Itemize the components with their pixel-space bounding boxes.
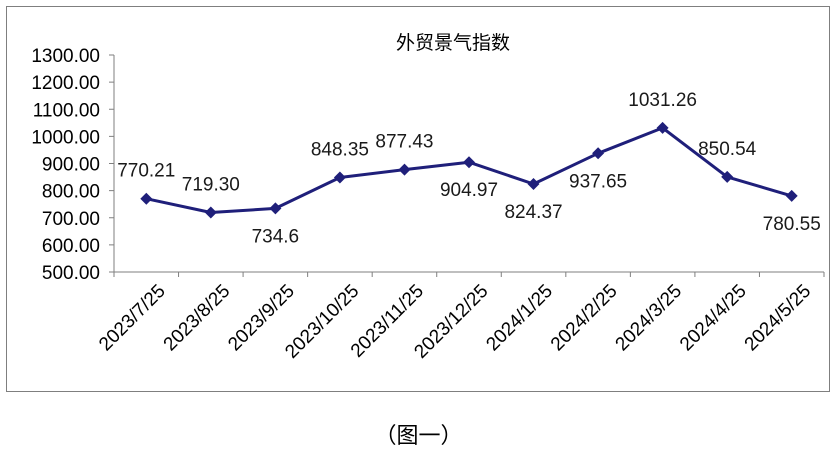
y-tick-label: 1100.00 bbox=[33, 100, 100, 121]
x-tick-label: 2024/1/25 bbox=[482, 281, 557, 356]
data-point bbox=[333, 171, 346, 184]
chart-title: 外贸景气指数 bbox=[396, 32, 510, 54]
data-point bbox=[269, 202, 282, 215]
data-point bbox=[592, 147, 605, 160]
y-tick-label: 1200.00 bbox=[31, 73, 100, 94]
data-point bbox=[527, 178, 540, 190]
x-tick-label: 2024/3/25 bbox=[612, 281, 687, 356]
line-chart: 外贸景气指数 500.00 600.00 700.00 800.00 900.00 100… bbox=[31, 32, 825, 363]
data-labels: 770.21 719.30 734.6 848.35 877.43 904.97 824.3… bbox=[117, 90, 821, 247]
x-tick-label: 2024/4/25 bbox=[676, 281, 751, 356]
x-axis-ticks: 2023/7/252023/8/252023/9/252023/10/25202… bbox=[95, 272, 825, 363]
y-tick-label: 500.00 bbox=[42, 263, 100, 284]
data-label: 824.37 bbox=[504, 202, 562, 223]
y-tick-label: 1000.00 bbox=[31, 127, 100, 148]
series-layer bbox=[140, 121, 798, 219]
data-label: 937.65 bbox=[569, 171, 627, 192]
data-point bbox=[463, 156, 475, 169]
data-label: 848.35 bbox=[311, 140, 369, 161]
data-point bbox=[204, 206, 217, 219]
y-tick-label: 1300.00 bbox=[31, 46, 100, 67]
y-axis-ticks: 500.00 600.00 700.00 800.00 900.00 1000.00 110… bbox=[31, 46, 114, 284]
y-tick-label: 900.00 bbox=[42, 155, 100, 176]
data-point bbox=[398, 163, 411, 176]
data-point bbox=[721, 170, 734, 183]
x-tick-label: 2023/7/25 bbox=[95, 281, 170, 356]
data-point bbox=[785, 189, 798, 202]
data-label: 719.30 bbox=[182, 175, 240, 196]
data-label: 850.54 bbox=[698, 139, 757, 160]
data-point bbox=[656, 121, 669, 134]
data-label: 904.97 bbox=[440, 180, 498, 201]
figure-caption: （图一） bbox=[374, 424, 463, 449]
data-label: 780.55 bbox=[763, 214, 821, 235]
x-tick-label: 2023/8/25 bbox=[160, 281, 235, 356]
y-tick-label: 800.00 bbox=[42, 182, 100, 203]
data-label: 734.6 bbox=[252, 226, 300, 247]
y-tick-label: 600.00 bbox=[42, 236, 100, 257]
y-tick-label: 700.00 bbox=[42, 209, 100, 230]
data-label: 770.21 bbox=[117, 161, 175, 182]
chart-frame: 外贸景气指数 500.00 600.00 700.00 800.00 900.00 100… bbox=[6, 6, 830, 392]
data-label: 1031.26 bbox=[628, 90, 697, 111]
x-tick-label: 2024/2/25 bbox=[547, 281, 622, 356]
data-point bbox=[140, 192, 153, 205]
x-tick-label: 2024/5/25 bbox=[741, 281, 816, 356]
data-label: 877.43 bbox=[375, 132, 433, 153]
